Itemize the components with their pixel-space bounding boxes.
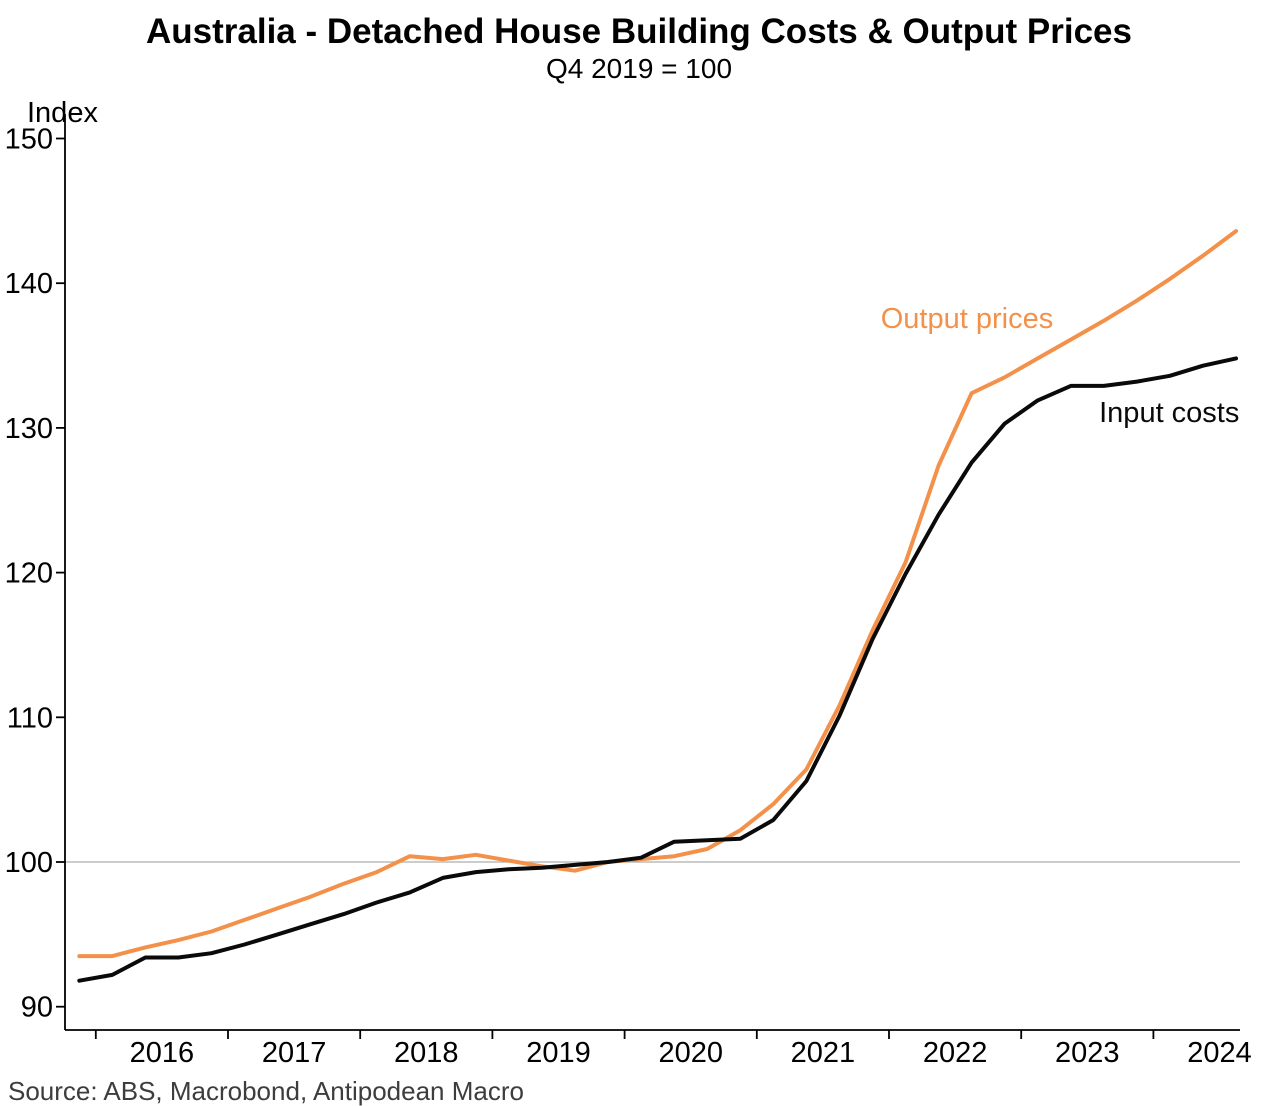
- plot-area: 90 100 110 120 130 140 150 2016 2017 2018 2019 2020…: [5, 114, 1252, 1069]
- y-tick-label: 90: [21, 992, 53, 1024]
- y-tick-label: 110: [7, 702, 53, 734]
- x-tick-label: 2019: [526, 1037, 591, 1069]
- y-tick-label: 130: [5, 413, 53, 445]
- y-tick-label: 100: [5, 847, 53, 879]
- x-tick-label: 2017: [262, 1037, 327, 1069]
- x-tick-label: 2016: [130, 1037, 195, 1069]
- x-tick-label: 2024: [1187, 1037, 1252, 1069]
- input-costs-line: [77, 356, 1238, 983]
- x-tick-label: 2021: [791, 1037, 856, 1069]
- output-prices-line: [77, 229, 1238, 959]
- y-tick-label: 120: [5, 558, 53, 590]
- source-note: Source: ABS, Macrobond, Antipodean Macro: [8, 1076, 524, 1106]
- x-tick-label: 2020: [658, 1037, 723, 1069]
- x-tick-label: 2022: [923, 1037, 988, 1069]
- x-tick-label: 2018: [394, 1037, 459, 1069]
- x-tick-label: 2023: [1055, 1037, 1120, 1069]
- y-tick-label: 150: [5, 124, 53, 156]
- y-axis-unit-label: Index: [27, 97, 98, 129]
- output-prices-label: Output prices: [881, 303, 1053, 335]
- y-tick-label: 140: [5, 268, 53, 300]
- chart-title: Australia - Detached House Building Cost…: [146, 12, 1132, 51]
- chart-subtitle: Q4 2019 = 100: [546, 53, 732, 84]
- input-costs-label: Input costs: [1099, 397, 1239, 429]
